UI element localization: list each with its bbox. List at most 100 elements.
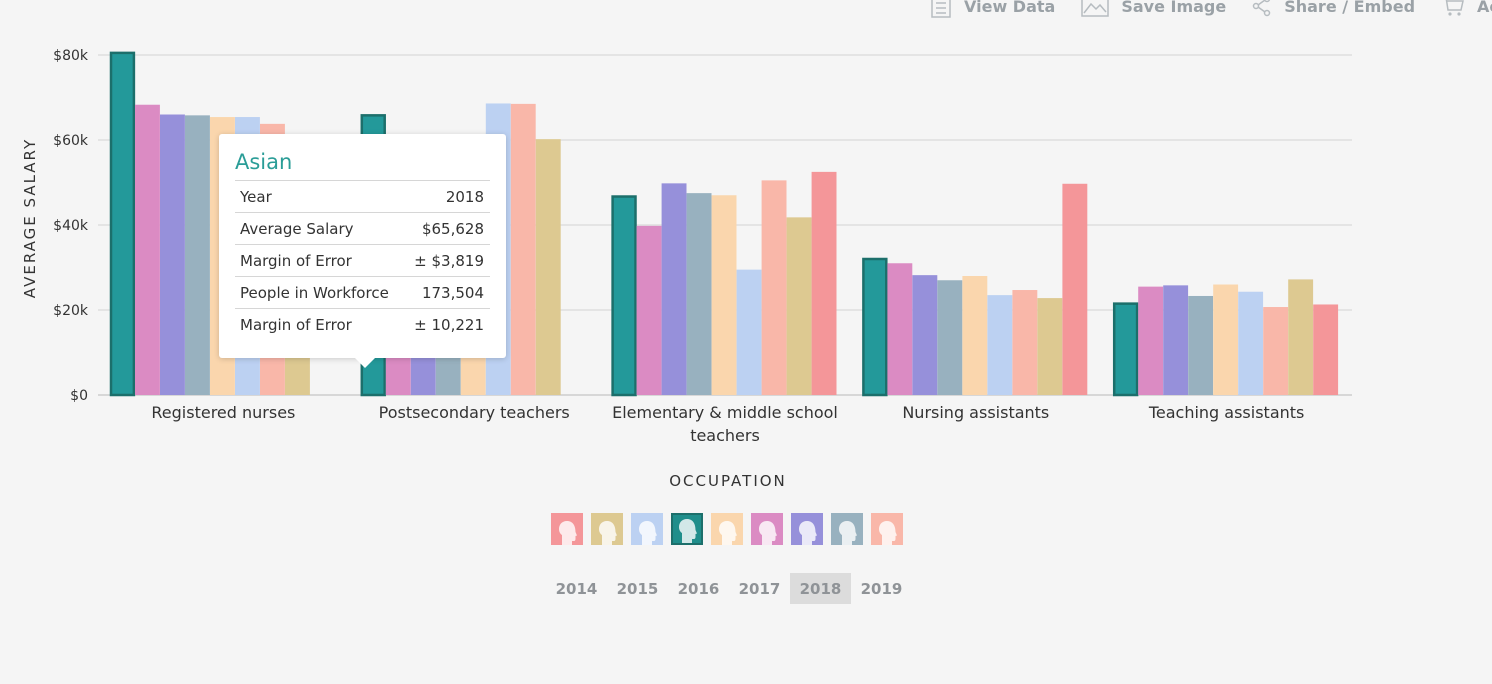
bar xyxy=(1112,302,1139,397)
person-head-icon xyxy=(759,521,777,545)
person-head-icon xyxy=(719,521,737,545)
y-axis-label: AVERAGE SALARY xyxy=(21,138,39,298)
x-tick-label: teachers xyxy=(690,426,760,445)
cart-icon xyxy=(1445,0,1464,16)
legend-item[interactable] xyxy=(711,513,743,545)
person-head-icon xyxy=(599,521,617,545)
tooltip-value: ± 10,221 xyxy=(414,315,484,334)
year-2014[interactable]: 2014 xyxy=(555,579,598,598)
bar xyxy=(661,183,687,395)
bar xyxy=(1263,307,1289,395)
bar xyxy=(1288,279,1314,395)
tooltip-label: Margin of Error xyxy=(240,251,352,270)
x-tick-label: Registered nurses xyxy=(151,403,295,422)
person-head-icon xyxy=(559,521,577,545)
y-tick-label: $60k xyxy=(53,133,89,149)
tooltip-title: Asian xyxy=(235,150,293,174)
bar xyxy=(611,195,637,397)
bar xyxy=(811,171,837,395)
bar xyxy=(1138,286,1164,395)
bar xyxy=(786,217,812,395)
person-head-icon xyxy=(639,521,657,545)
legend-item[interactable] xyxy=(591,513,623,545)
year-2018[interactable]: 2018 xyxy=(790,573,851,604)
bar xyxy=(937,280,963,395)
bar xyxy=(535,139,561,395)
bar xyxy=(1012,290,1038,395)
tooltip-value: 173,504 xyxy=(421,283,484,302)
year-2017[interactable]: 2017 xyxy=(738,579,781,598)
bar xyxy=(1163,285,1189,395)
bar xyxy=(862,257,888,397)
legend-item[interactable] xyxy=(831,513,863,545)
bar xyxy=(686,193,712,395)
view-data-label: View Data xyxy=(964,0,1056,16)
bar xyxy=(1188,295,1214,395)
bar xyxy=(962,276,988,395)
bar xyxy=(761,180,787,395)
bar xyxy=(1238,291,1264,395)
legend-item[interactable] xyxy=(751,513,783,545)
bar xyxy=(711,195,737,395)
legend-item[interactable] xyxy=(671,513,703,545)
tooltip-label: Year xyxy=(240,187,272,206)
bar xyxy=(987,295,1013,395)
tooltip-row: Average Salary $65,628 xyxy=(235,212,490,244)
bar xyxy=(1313,304,1339,395)
bar xyxy=(135,104,160,395)
y-tick-label: $0 xyxy=(70,388,88,404)
y-tick-label: $20k xyxy=(53,303,89,319)
x-tick-label: Nursing assistants xyxy=(902,403,1049,422)
x-tick-label: Postsecondary teachers xyxy=(379,403,570,422)
legend xyxy=(551,513,903,545)
legend-item[interactable] xyxy=(631,513,663,545)
add-to-cart-label: Ac xyxy=(1477,0,1492,16)
save-image-button[interactable]: Save Image xyxy=(1081,0,1226,17)
legend-item[interactable] xyxy=(871,513,903,545)
bar xyxy=(736,269,762,395)
tooltip-label: Average Salary xyxy=(240,219,354,238)
share-embed-button[interactable]: Share / Embed xyxy=(1252,0,1415,17)
save-image-label: Save Image xyxy=(1121,0,1227,16)
bar xyxy=(160,114,185,395)
bar xyxy=(510,103,536,395)
person-head-icon xyxy=(839,521,857,545)
toolbar: View Data Save Image Share / Embed Ac xyxy=(930,0,1492,19)
bar xyxy=(636,225,662,395)
legend-item[interactable] xyxy=(791,513,823,545)
view-data-button[interactable]: View Data xyxy=(930,0,1055,18)
year-selector: 2014 2015 2016 2017 2018 2019 xyxy=(546,573,912,604)
bar xyxy=(1037,298,1063,395)
year-2016[interactable]: 2016 xyxy=(677,579,720,598)
x-axis-label: OCCUPATION xyxy=(669,472,787,490)
tooltip-row: Margin of Error ± $3,819 xyxy=(235,244,490,276)
tooltip-row: Margin of Error ± 10,221 xyxy=(235,308,490,340)
person-head-icon xyxy=(799,521,817,545)
year-2019[interactable]: 2019 xyxy=(860,579,903,598)
person-head-icon xyxy=(879,521,897,545)
y-tick-label: $40k xyxy=(53,218,89,234)
bar xyxy=(1213,284,1239,395)
bar xyxy=(185,115,210,395)
tooltip-value: 2018 xyxy=(445,187,484,206)
x-tick-label: Elementary & middle school xyxy=(612,403,838,422)
y-tick-label: $80k xyxy=(53,48,89,64)
bar xyxy=(109,51,136,397)
year-2015[interactable]: 2015 xyxy=(616,579,659,598)
tooltip-label: People in Workforce xyxy=(240,283,389,302)
tooltip-value: $65,628 xyxy=(421,219,484,238)
tooltip-row: Year 2018 xyxy=(235,180,490,212)
share-icon xyxy=(1252,0,1271,17)
tooltip-label: Margin of Error xyxy=(240,315,352,334)
tooltip: Asian Year 2018 Average Salary $65,628 Mar… xyxy=(219,134,506,368)
document-icon xyxy=(931,0,951,18)
bar xyxy=(887,263,913,395)
tooltip-row: People in Workforce 173,504 xyxy=(235,276,490,308)
image-icon xyxy=(1081,0,1110,17)
add-to-cart-button[interactable]: Ac xyxy=(1441,0,1492,17)
legend-item[interactable] xyxy=(551,513,583,545)
share-embed-label: Share / Embed xyxy=(1284,0,1416,16)
person-head-icon xyxy=(679,519,697,543)
bar xyxy=(912,275,938,395)
bar xyxy=(1062,183,1088,395)
